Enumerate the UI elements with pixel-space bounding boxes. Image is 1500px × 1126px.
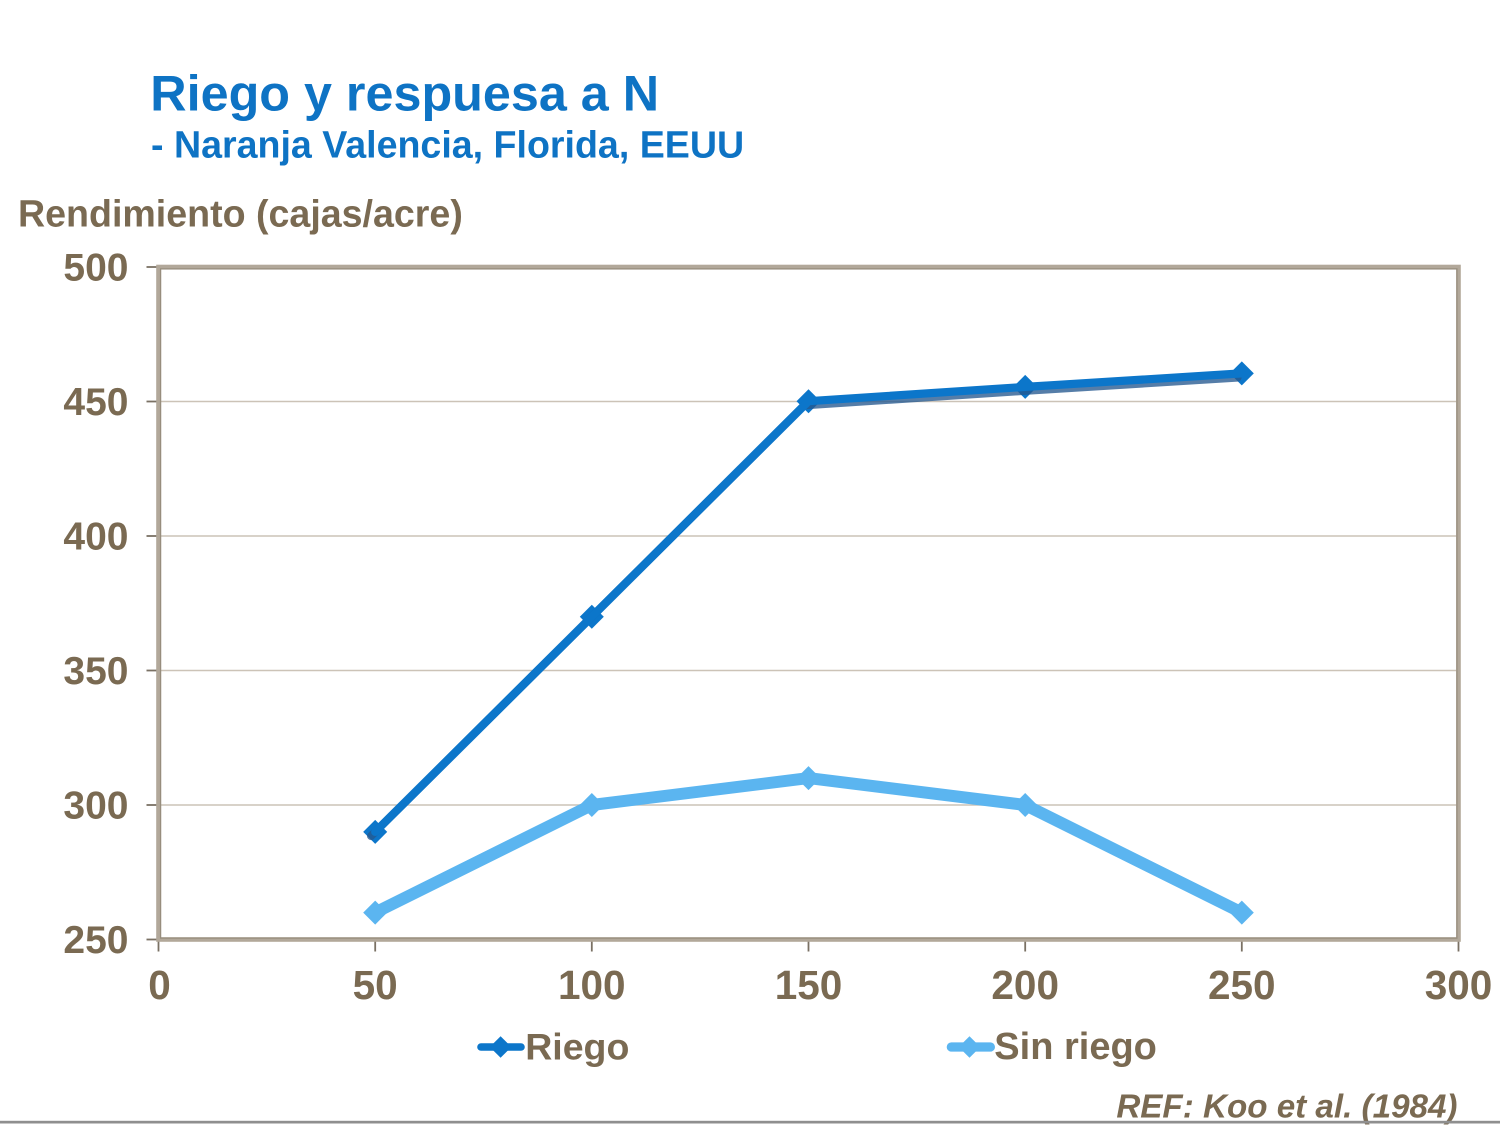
svg-text:200: 200 xyxy=(991,962,1059,1008)
svg-text:250: 250 xyxy=(1208,962,1276,1008)
svg-text:300: 300 xyxy=(63,784,128,827)
svg-text:0: 0 xyxy=(148,962,171,1008)
svg-text:150: 150 xyxy=(775,962,843,1008)
svg-text:- Naranja Valencia, Florida, E: - Naranja Valencia, Florida, EEUU xyxy=(151,123,744,165)
svg-text:250: 250 xyxy=(63,919,128,962)
svg-text:300: 300 xyxy=(1425,962,1493,1008)
svg-text:Riego y respuesa a N: Riego y respuesa a N xyxy=(150,65,659,122)
svg-text:Sin riego: Sin riego xyxy=(994,1026,1157,1068)
svg-text:50: 50 xyxy=(353,962,398,1008)
svg-text:Rendimiento (cajas/acre): Rendimiento (cajas/acre) xyxy=(18,192,463,234)
svg-text:100: 100 xyxy=(558,962,626,1008)
svg-text:REF: Koo et al. (1984): REF: Koo et al. (1984) xyxy=(1116,1089,1457,1126)
svg-text:Riego: Riego xyxy=(525,1025,629,1067)
svg-text:500: 500 xyxy=(63,246,128,289)
svg-text:350: 350 xyxy=(63,650,128,693)
svg-text:450: 450 xyxy=(63,381,128,424)
svg-text:400: 400 xyxy=(63,515,128,558)
